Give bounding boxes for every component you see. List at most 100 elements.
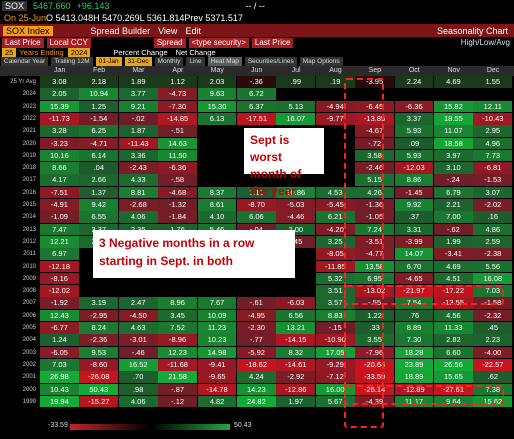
heatmap-cell[interactable]: -4.68 xyxy=(158,186,197,199)
heatmap-cell[interactable]: -13.02 xyxy=(355,285,394,297)
heatmap-cell[interactable]: 11.23 xyxy=(197,322,237,334)
heatmap-cell[interactable]: -18.62 xyxy=(237,358,276,371)
heatmap-cell[interactable] xyxy=(237,272,276,285)
heatmap-cell[interactable]: 2.05 xyxy=(40,88,79,100)
heatmap-cell[interactable]: .19 xyxy=(315,76,355,88)
heatmap-cell[interactable]: 2.35 xyxy=(118,223,158,236)
heatmap-cell[interactable]: 9.42 xyxy=(79,199,119,211)
heatmap-cell[interactable]: 4.56 xyxy=(434,309,473,322)
heatmap-cell[interactable]: -.77 xyxy=(237,334,276,346)
heatmap-cell[interactable]: 2.47 xyxy=(118,297,158,310)
heatmap-cell[interactable]: 3.97 xyxy=(434,149,473,162)
heatmap-cell[interactable]: 8.96 xyxy=(158,297,197,310)
heatmap-cell[interactable] xyxy=(237,174,276,187)
heatmap-cell[interactable]: -2.02 xyxy=(473,199,513,211)
heatmap-cell[interactable]: 7.52 xyxy=(158,322,197,334)
heatmap-cell[interactable]: 50.43 xyxy=(79,383,119,396)
heatmap-cell[interactable]: -1.45 xyxy=(394,186,434,199)
heatmap-cell[interactable]: -7.96 xyxy=(355,346,394,359)
heatmap-cell[interactable]: 7.47 xyxy=(40,223,79,236)
heatmap-cell[interactable]: 6.56 xyxy=(276,309,316,322)
heatmap-cell[interactable]: 12.23 xyxy=(158,346,197,359)
heatmap-cell[interactable] xyxy=(79,285,119,297)
heatmap-cell[interactable]: 2.24 xyxy=(394,76,434,88)
heatmap-cell[interactable] xyxy=(473,88,513,100)
heatmap-cell[interactable]: 13.58 xyxy=(355,260,394,273)
heatmap-cell[interactable]: 11.50 xyxy=(158,149,197,162)
heatmap-cell[interactable]: -14.85 xyxy=(158,112,197,125)
heatmap-cell[interactable] xyxy=(276,260,316,273)
heatmap-cell[interactable]: -12.02 xyxy=(40,285,79,297)
heatmap-cell[interactable]: 15.62 xyxy=(473,395,513,408)
heatmap-cell[interactable]: 5.32 xyxy=(315,272,355,285)
heatmap-cell[interactable]: -2.95 xyxy=(79,309,119,322)
heatmap-cell[interactable]: .99 xyxy=(276,76,316,88)
heatmap-cell[interactable]: -.72 xyxy=(355,137,394,150)
heatmap-cell[interactable]: 3.37 xyxy=(394,112,434,125)
heatmap-cell[interactable]: -8.70 xyxy=(237,199,276,211)
heatmap-cell[interactable]: -8.16 xyxy=(40,272,79,285)
heatmap-cell[interactable]: -4.39 xyxy=(355,395,394,408)
heatmap-cell[interactable]: 8.83 xyxy=(315,309,355,322)
heatmap-cell[interactable]: -7.51 xyxy=(40,186,79,199)
heatmap-cell[interactable]: -2.68 xyxy=(118,199,158,211)
heatmap-cell[interactable]: 15.39 xyxy=(40,100,79,113)
heatmap-cell[interactable]: -3.41 xyxy=(434,248,473,260)
heatmap-cell[interactable]: 10.43 xyxy=(40,383,79,396)
heatmap-cell[interactable]: 8.24 xyxy=(79,322,119,334)
heatmap-cell[interactable]: 10.09 xyxy=(197,309,237,322)
heatmap-cell[interactable]: 4.24 xyxy=(237,371,276,383)
heatmap-cell[interactable]: -8.05 xyxy=(315,248,355,260)
heatmap-cell[interactable]: -1.36 xyxy=(355,199,394,211)
last-price-select-2[interactable]: Last Price xyxy=(251,37,294,48)
heatmap-cell[interactable]: 7.24 xyxy=(355,223,394,236)
heatmap-cell[interactable]: 8.32 xyxy=(276,346,316,359)
heatmap-cell[interactable] xyxy=(315,162,355,174)
heatmap-cell[interactable]: .33 xyxy=(355,322,394,334)
heatmap-tab[interactable]: Heat Map xyxy=(207,57,242,66)
heatmap-cell[interactable]: 7.67 xyxy=(197,297,237,310)
view-menu[interactable]: View xyxy=(158,25,178,36)
heatmap-cell[interactable]: 9.21 xyxy=(118,100,158,113)
heatmap-cell[interactable]: 6.60 xyxy=(434,346,473,359)
heatmap-cell[interactable] xyxy=(315,174,355,187)
heatmap-cell[interactable]: -2.38 xyxy=(473,248,513,260)
heatmap-cell[interactable] xyxy=(79,272,119,285)
heatmap-cell[interactable]: -2.92 xyxy=(276,371,316,383)
heatmap-cell[interactable]: 4.82 xyxy=(197,395,237,408)
heatmap-cell[interactable]: 11.33 xyxy=(434,322,473,334)
heatmap-cell[interactable]: 7.38 xyxy=(473,383,513,396)
heatmap-cell[interactable]: 6.55 xyxy=(79,211,119,223)
heatmap-cell[interactable]: 3.08 xyxy=(40,76,79,88)
heatmap-cell[interactable]: 16.52 xyxy=(118,358,158,371)
heatmap-cell[interactable]: 6.79 xyxy=(434,186,473,199)
heatmap-cell[interactable]: -4.77 xyxy=(355,248,394,260)
heatmap-cell[interactable]: -11.85 xyxy=(315,260,355,273)
heatmap-cell[interactable]: 4.86 xyxy=(473,223,513,236)
heatmap-cell[interactable]: -4.95 xyxy=(237,309,276,322)
heatmap-cell[interactable]: 4.53 xyxy=(315,186,355,199)
heatmap-cell[interactable]: 5.15 xyxy=(355,174,394,187)
heatmap-cell[interactable]: -14.78 xyxy=(197,383,237,396)
heatmap-cell[interactable]: -3.51 xyxy=(355,235,394,248)
heatmap-cell[interactable]: -1.84 xyxy=(158,211,197,223)
heatmap-cell[interactable]: -.02 xyxy=(118,112,158,125)
heatmap-cell[interactable]: 18.55 xyxy=(434,112,473,125)
heatmap-cell[interactable]: 1.12 xyxy=(158,76,197,88)
heatmap-cell[interactable]: 3.58 xyxy=(355,149,394,162)
heatmap-cell[interactable] xyxy=(276,272,316,285)
heatmap-cell[interactable]: -1.32 xyxy=(158,199,197,211)
heatmap-cell[interactable]: 8.81 xyxy=(118,186,158,199)
heatmap-cell[interactable]: 3.51 xyxy=(315,285,355,297)
heatmap-cell[interactable]: -9.77 xyxy=(315,112,355,125)
heatmap-cell[interactable]: -6.03 xyxy=(276,297,316,310)
heatmap-cell[interactable]: -20.64 xyxy=(355,358,394,371)
heatmap-cell[interactable]: .98 xyxy=(118,383,158,396)
heatmap-cell[interactable]: 4.06 xyxy=(118,211,158,223)
heatmap-cell[interactable]: -4.71 xyxy=(79,137,119,150)
heatmap-cell[interactable]: 14.23 xyxy=(237,383,276,396)
heatmap-cell[interactable]: -11.73 xyxy=(40,112,79,125)
heatmap-cell[interactable]: -10.43 xyxy=(473,112,513,125)
heatmap-cell[interactable]: -2.46 xyxy=(355,162,394,174)
line-tab[interactable]: Line xyxy=(186,57,205,66)
